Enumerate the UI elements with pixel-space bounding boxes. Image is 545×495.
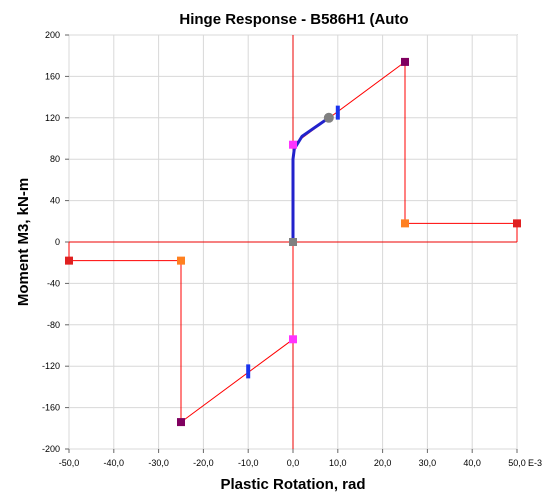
- marker-circle: [323, 112, 334, 123]
- y-tick-label: -200: [42, 444, 60, 454]
- x-tick-label: -10,0: [238, 458, 259, 468]
- y-tick-label: 120: [45, 113, 60, 123]
- y-tick-label: -120: [42, 361, 60, 371]
- y-tick-label: -160: [42, 403, 60, 413]
- x-tick-label: 0,0: [287, 458, 300, 468]
- marker-square: [65, 256, 73, 265]
- x-tick-label: -50,0: [59, 458, 80, 468]
- y-tick-label: -40: [47, 278, 60, 288]
- x-tick-label: 40,0: [463, 458, 481, 468]
- marker-square: [401, 219, 409, 228]
- y-tick-label: 200: [45, 30, 60, 40]
- y-tick-label: 0: [55, 237, 60, 247]
- x-axis-label: Plastic Rotation, rad: [220, 476, 365, 493]
- marker-square: [177, 418, 185, 427]
- x-tick-labels: -50,0 -40,0 -30,0 -20,0 -10,0 0,0 10,0 20,0 30,0…: [59, 449, 526, 468]
- x-tick-label: 20,0: [374, 458, 392, 468]
- x-tick-label: -30,0: [148, 458, 169, 468]
- y-tick-label: 160: [45, 71, 60, 81]
- y-tick-labels: 200 160 120 80 40 0 -40 -80 -120 -160 -200: [42, 30, 69, 454]
- y-axis-label: Moment M3, kN-m: [15, 178, 32, 306]
- y-tick-label: 40: [50, 196, 60, 206]
- marker-square: [513, 219, 521, 228]
- markers-layer: [65, 57, 521, 427]
- marker-square: [289, 335, 297, 344]
- marker-square: [401, 57, 409, 66]
- y-tick-label: 80: [50, 154, 60, 164]
- x-unit-suffix: E-3: [528, 458, 542, 468]
- x-tick-label: 10,0: [329, 458, 347, 468]
- marker-square: [289, 238, 297, 246]
- marker-square: [177, 256, 185, 265]
- marker-bar: [246, 364, 251, 379]
- marker-square: [289, 140, 297, 149]
- x-tick-label: -40,0: [104, 458, 125, 468]
- chart-title: Hinge Response - B586H1 (Auto: [179, 11, 408, 28]
- marker-bar: [335, 105, 340, 120]
- x-tick-label: 30,0: [419, 458, 437, 468]
- x-tick-label: -20,0: [193, 458, 214, 468]
- response-line: [291, 116, 330, 242]
- x-tick-label: 50,0: [508, 458, 526, 468]
- y-tick-label: -80: [47, 320, 60, 330]
